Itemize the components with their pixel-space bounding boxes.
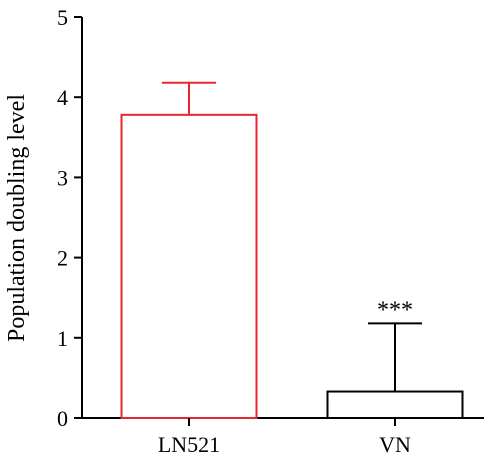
bar-vn xyxy=(326,390,464,419)
plot-area: 0 1 2 3 4 5 LN521 VN *** xyxy=(57,5,484,457)
y-tick-label: 0 xyxy=(57,406,68,431)
y-tick-label: 5 xyxy=(57,5,68,30)
y-tick-label: 1 xyxy=(57,326,68,351)
y-tick-label: 2 xyxy=(57,246,68,271)
y-tick-label: 3 xyxy=(57,165,68,190)
significance-annotation: *** xyxy=(377,297,413,323)
x-tick-label-ln521: LN521 xyxy=(158,432,220,457)
x-tick-label-vn: VN xyxy=(379,432,411,457)
y-tick-label: 4 xyxy=(57,85,68,110)
bar-ln521 xyxy=(120,113,258,420)
y-axis-title: Population doubling level xyxy=(4,94,30,342)
